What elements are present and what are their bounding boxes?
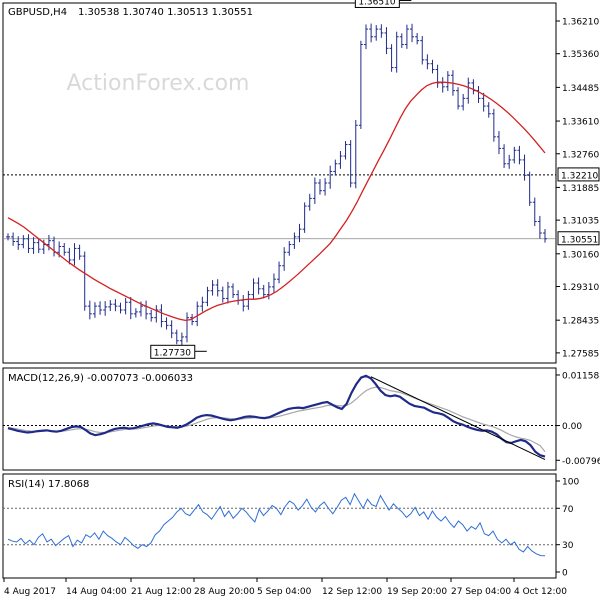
price-bars: [6, 23, 547, 346]
price-y-tick-label: 1.34485: [562, 84, 599, 94]
price-y-axis: 1.36210 1.35360 1.34485 1.33610 1.32760 1.318…: [556, 18, 599, 359]
price-moving-average: [7, 81, 546, 322]
macd-title: MACD(12,26,9) -0.007073 -0.006033: [8, 373, 193, 384]
rsi-series: 100 70 30 0: [3, 478, 579, 579]
resistance-level-label-box: [557, 167, 600, 182]
price-y-tick-label: 1.35360: [562, 50, 599, 60]
macd-y-tick-label: 0.011588: [562, 371, 600, 381]
rsi-title: RSI(14) 17.8068: [8, 479, 89, 490]
price-y-tick-label: 1.31035: [562, 217, 599, 227]
price-title: GBPUSD,H4: [8, 7, 67, 18]
last-price-label-box: [557, 231, 600, 246]
price-ohlc-header: 1.30538 1.30740 1.30513 1.30551: [78, 7, 253, 18]
price-y-tick-label: 1.31885: [562, 184, 599, 194]
price-y-tick-label: 1.29310: [562, 283, 599, 293]
watermark: ActionForex.com: [67, 71, 250, 96]
price-y-tick-label: 1.30160: [562, 250, 599, 260]
price-y-tick-label: 1.27585: [562, 349, 599, 359]
last-price-label: 1.30551: [561, 235, 598, 245]
macd-signal-line: [7, 386, 546, 453]
x-tick-label: 12 Sep 12:00: [322, 587, 382, 597]
x-tick-label: 28 Aug 20:00: [194, 587, 255, 597]
x-tick-label: 4 Aug 2017: [4, 587, 56, 597]
high-annotation-label: 1.36510: [358, 0, 395, 7]
x-tick-label: 5 Sep 04:00: [257, 587, 312, 597]
high-annotation-box: [354, 0, 400, 8]
macd-panel-frame: [2, 367, 557, 471]
x-tick-label: 14 Aug 04:00: [66, 587, 127, 597]
x-tick-label: 21 Aug 12:00: [131, 587, 192, 597]
x-tick-label: 4 Oct 12:00: [514, 587, 567, 597]
rsi-line: [7, 492, 546, 557]
rsi-y-tick-label: 100: [562, 478, 579, 488]
price-panel-frame: [2, 2, 557, 364]
rsi-y-tick-label: 0: [562, 569, 568, 579]
rsi-y-tick-label: 70: [562, 505, 574, 515]
moving-average-line: [7, 81, 546, 322]
x-axis: 4 Aug 2017 14 Aug 04:00 21 Aug 12:00 28 Aug…: [3, 578, 567, 597]
price-y-tick-label: 1.36210: [562, 18, 599, 28]
macd-y-tick-label: 0.00: [562, 422, 582, 432]
price-y-tick-label: 1.33610: [562, 118, 599, 128]
price-reference-lines: 1.32210 1.30551: [3, 167, 600, 246]
price-y-tick-label: 1.32760: [562, 150, 599, 160]
macd-line: [7, 374, 546, 458]
macd-trendline: [370, 376, 546, 461]
low-annotation-label: 1.27730: [154, 348, 191, 358]
x-tick-label: 19 Sep 20:00: [387, 587, 447, 597]
rsi-y-tick-label: 30: [562, 541, 574, 551]
price-annotations: 1.36510 1.27730: [150, 0, 412, 359]
x-tick-label: 27 Sep 04:00: [451, 587, 511, 597]
price-y-tick-label: 1.28435: [562, 317, 599, 327]
resistance-level-label: 1.32210: [561, 171, 598, 181]
